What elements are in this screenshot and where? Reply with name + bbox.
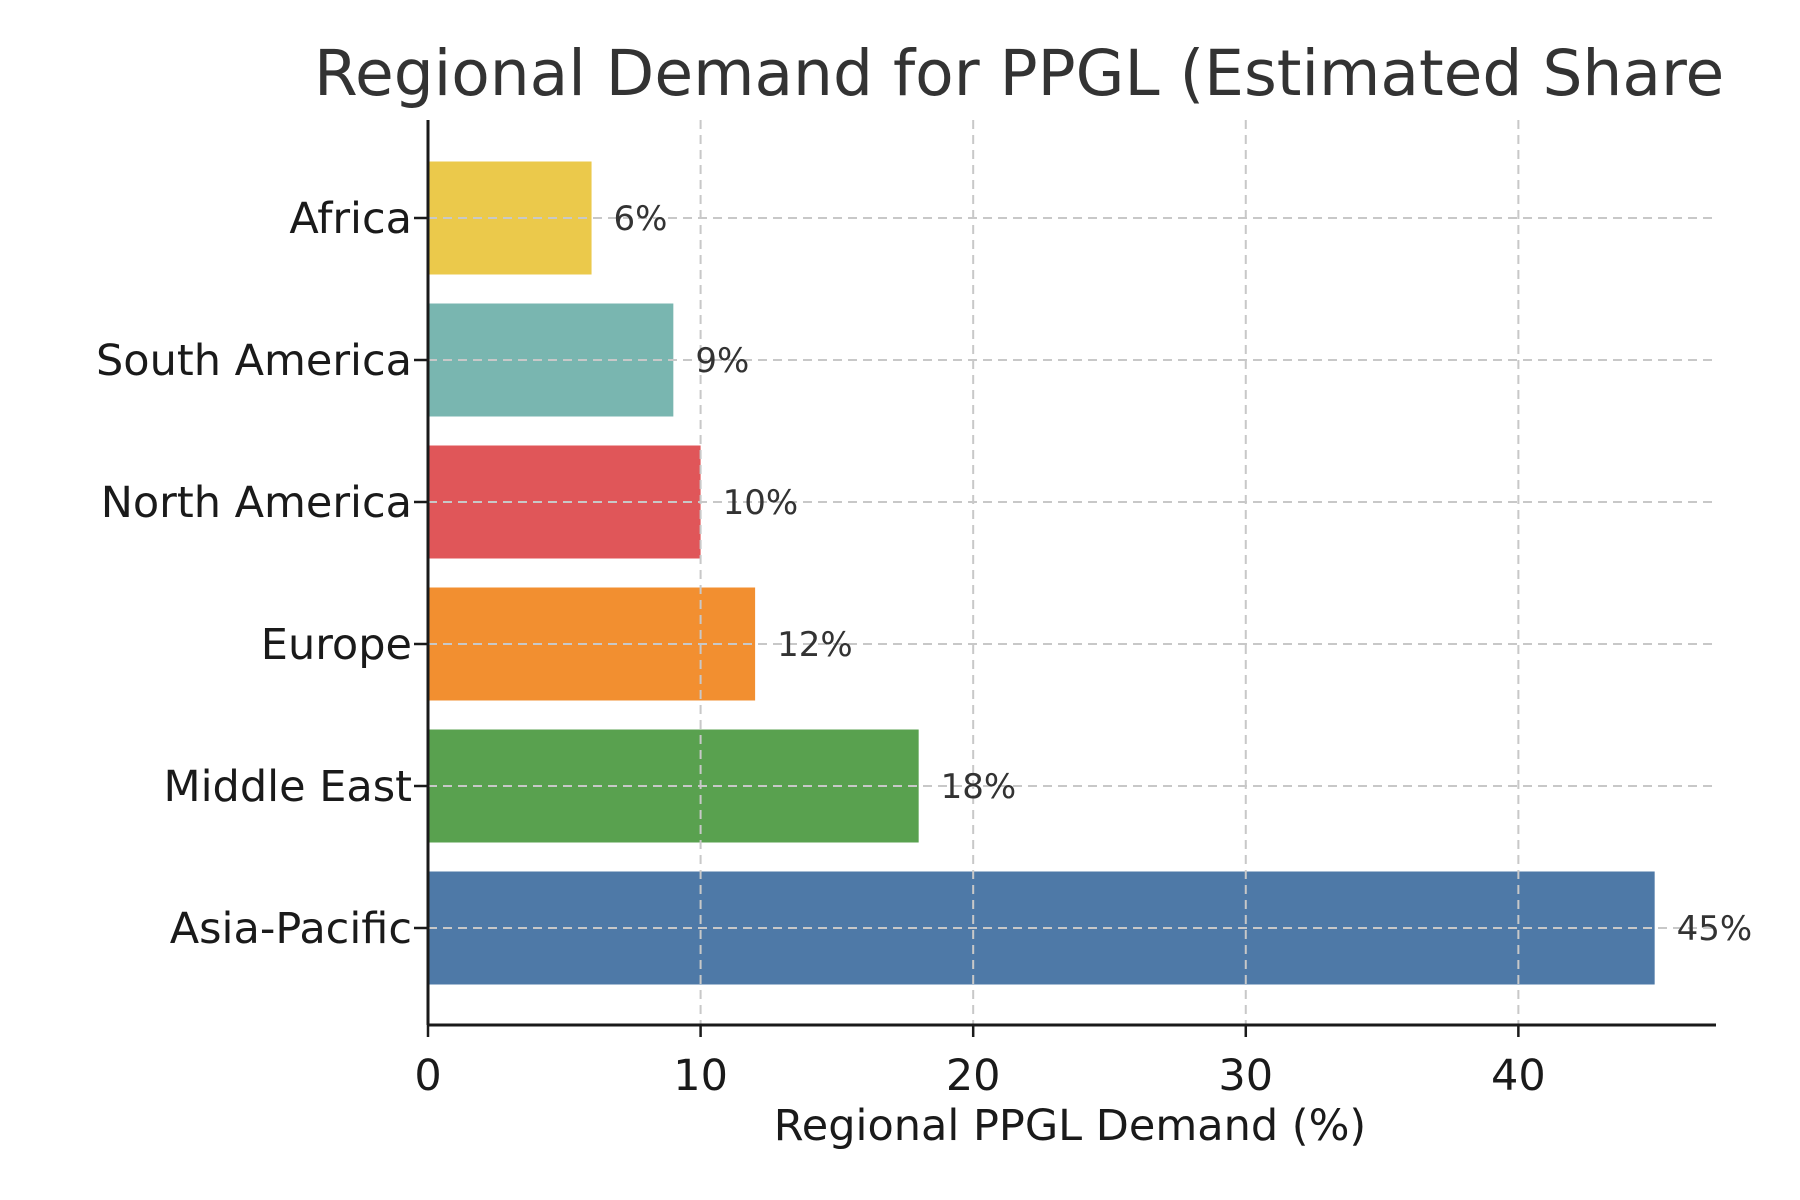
category-label: South America: [96, 336, 412, 386]
x-tick-label: 40: [1491, 1051, 1546, 1101]
axes: [414, 120, 1716, 1037]
value-label: 10%: [723, 483, 799, 523]
labels: 0 10 20 30 40 Africa 6% South America 9% North Am…: [96, 194, 1752, 1101]
category-label: Middle East: [164, 762, 413, 812]
x-axis-label: Regional PPGL Demand (%): [774, 1101, 1366, 1151]
x-tick-label: 30: [1218, 1051, 1273, 1101]
value-label: 45%: [1677, 909, 1753, 949]
grid-lines: [428, 120, 1716, 1025]
category-label: North America: [101, 478, 412, 528]
x-tick-label: 10: [673, 1051, 728, 1101]
category-label: Africa: [289, 194, 412, 244]
category-label: Europe: [261, 620, 412, 670]
value-label: 12%: [777, 625, 853, 665]
chart-title: Regional Demand for PPGL (Estimated Shar…: [314, 37, 1724, 110]
value-label: 6%: [614, 199, 668, 239]
category-label: Asia-Pacific: [170, 904, 412, 954]
value-label: 18%: [941, 767, 1017, 807]
x-tick-label: 20: [946, 1051, 1001, 1101]
value-label: 9%: [695, 341, 749, 381]
bars: [428, 161, 1655, 985]
x-tick-label: 0: [414, 1051, 441, 1101]
